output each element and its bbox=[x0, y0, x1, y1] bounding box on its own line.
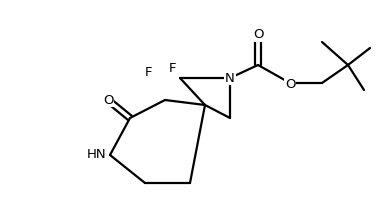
Text: N: N bbox=[225, 72, 235, 84]
Text: F: F bbox=[169, 61, 177, 75]
Text: F: F bbox=[144, 65, 152, 79]
Text: O: O bbox=[253, 28, 263, 41]
Text: O: O bbox=[285, 79, 295, 92]
Text: O: O bbox=[103, 94, 113, 106]
Text: HN: HN bbox=[86, 148, 106, 162]
